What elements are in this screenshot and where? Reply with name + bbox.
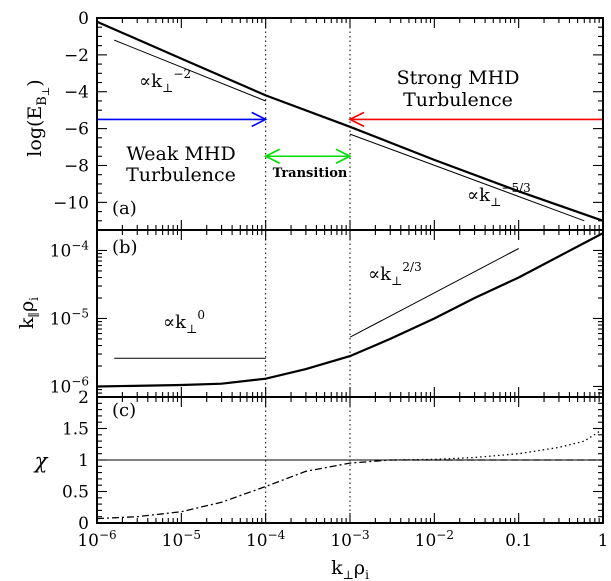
panel-label: (b)	[112, 237, 138, 258]
y-tick-label: −6	[64, 120, 89, 140]
y-tick-label: 2	[78, 388, 89, 408]
x-tick-label: 10−3	[330, 528, 369, 551]
x-tick-label: 0.1	[505, 531, 532, 551]
lines-layer	[96, 18, 604, 523]
y-axis-label-a: log(EB⊥)	[24, 79, 52, 156]
arrow-head	[263, 148, 281, 164]
y-tick-label: 0	[78, 9, 89, 29]
series-line-thin-reference	[349, 248, 519, 338]
x-tick-label: 10−4	[246, 528, 286, 551]
annotation-strong2: Turbulence	[403, 89, 513, 111]
x-tick-label: 10−2	[415, 528, 454, 551]
series-line-dotted	[390, 431, 600, 461]
series-line-thin-reference	[114, 39, 266, 102]
series-line-solid-thick	[96, 232, 604, 388]
y-tick-label: −8	[64, 156, 89, 176]
arrow-head	[335, 148, 352, 164]
annotation-trans: Transition	[273, 166, 348, 181]
arrow-head	[251, 111, 268, 128]
annotation-power-law: ∝k⊥0	[163, 308, 205, 336]
y-tick-label: −2	[64, 46, 89, 66]
x-tick-label: 1	[598, 531, 609, 551]
x-tick-label: 10−6	[77, 528, 116, 551]
series-line-thin-reference	[349, 133, 585, 222]
series-line-dash-dot	[96, 459, 391, 520]
y-tick-label: −4	[64, 83, 89, 103]
annotation-power-law: ∝k⊥2/3	[368, 260, 422, 288]
annotation-weak2: Turbulence	[126, 164, 236, 186]
frames-layer	[96, 17, 604, 524]
panel-label: (a)	[112, 198, 137, 219]
y-tick-label: 10−5	[50, 306, 89, 329]
y-axis-label-c: χ	[33, 449, 49, 473]
y-tick-label: −10	[53, 193, 89, 213]
y-tick-label: 1.5	[62, 420, 89, 440]
x-axis-label: k⊥ρi	[331, 557, 369, 581]
x-tick-label: 10−5	[162, 528, 201, 551]
y-tick-label: 1	[78, 451, 89, 471]
annotation-power-law: ∝k⊥−2	[139, 67, 191, 95]
y-tick-label: 0	[78, 514, 89, 534]
annotation-weak1: Weak MHD	[126, 143, 235, 165]
annotation-power-law: ∝k⊥−5/3	[467, 181, 531, 209]
y-tick-label: 10−4	[50, 238, 90, 261]
annotation-strong1: Strong MHD	[397, 67, 520, 89]
y-tick-label: 0.5	[62, 483, 89, 503]
panel-label: (c)	[112, 400, 136, 421]
arrow-head	[348, 111, 365, 128]
panel-frame	[96, 396, 604, 524]
y-axis-label-b: k∥ρi	[16, 297, 41, 329]
